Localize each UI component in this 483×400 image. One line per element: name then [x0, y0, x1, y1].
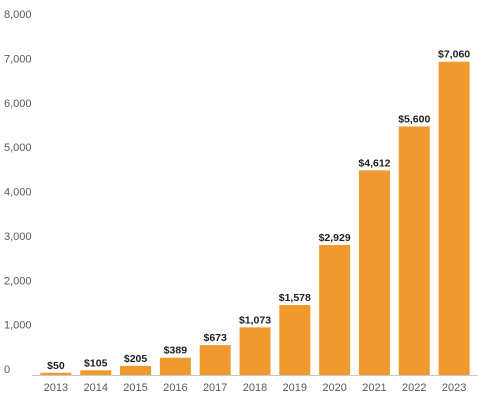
bar-2017: [199, 345, 231, 375]
x-tick-label-2021: 2021: [362, 382, 386, 394]
x-tick-label-2016: 2016: [163, 382, 187, 394]
bar-2023: [438, 61, 470, 376]
bar-2020: [319, 245, 351, 375]
y-axis-tick-labels: 0 1,000 2,000 3,000 4,000 5,000 6,000 7,000 8,00…: [4, 9, 32, 376]
bar-2021: [358, 170, 390, 375]
data-label-2022: $5,600: [398, 114, 430, 126]
data-label-2014: $105: [84, 357, 108, 369]
y-tick-label: 2,000: [4, 275, 32, 287]
data-label-2017: $673: [204, 332, 228, 344]
y-tick-label: 8,000: [4, 9, 32, 21]
data-label-2018: $1,073: [239, 314, 271, 326]
bars-group: [40, 61, 470, 376]
x-tick-label-2022: 2022: [402, 382, 426, 394]
bar-2019: [279, 304, 311, 375]
x-tick-label-2015: 2015: [123, 382, 147, 394]
y-tick-label: 5,000: [4, 142, 32, 154]
data-label-2013: $50: [47, 360, 65, 372]
bar-2013: [40, 372, 72, 375]
data-label-2020: $2,929: [319, 232, 351, 244]
x-tick-label-2020: 2020: [322, 382, 346, 394]
x-tick-label-2014: 2014: [83, 382, 107, 394]
x-tick-label-2023: 2023: [442, 382, 466, 394]
data-labels-group: $50 $105 $205 $389 $673 $1,073 $1,578 $2,929 $4,…: [47, 49, 470, 372]
y-tick-label: 7,000: [4, 53, 32, 65]
data-label-2019: $1,578: [279, 292, 311, 304]
bar-2022: [398, 126, 430, 375]
data-label-2015: $205: [124, 353, 148, 365]
x-tick-label-2018: 2018: [243, 382, 267, 394]
x-tick-label-2019: 2019: [283, 382, 307, 394]
x-tick-label-2013: 2013: [44, 382, 68, 394]
data-label-2021: $4,612: [358, 157, 390, 169]
bar-2014: [80, 370, 112, 375]
data-label-2016: $389: [164, 345, 188, 357]
x-axis-tick-labels: 2013 2014 2015 2016 2017 2018 2019 2020 2021 2022…: [44, 382, 467, 394]
y-tick-label: 1,000: [4, 320, 32, 332]
y-tick-label: 0: [4, 364, 10, 376]
bar-2016: [159, 357, 191, 375]
x-tick-label-2017: 2017: [203, 382, 227, 394]
y-tick-label: 6,000: [4, 98, 32, 110]
y-tick-label: 4,000: [4, 187, 32, 199]
bar-2015: [120, 365, 152, 375]
data-label-2023: $7,060: [438, 49, 470, 61]
bar-2018: [239, 327, 271, 375]
y-tick-label: 3,000: [4, 231, 32, 243]
